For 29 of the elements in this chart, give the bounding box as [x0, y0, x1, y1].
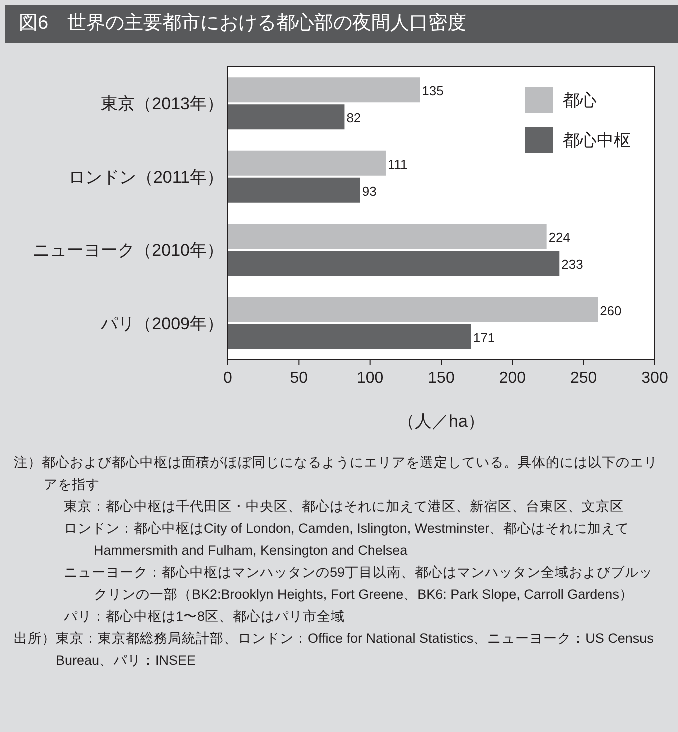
text: 出所）東京：東京都総務局統計部、ロンドン：Office for National Statistics、ニューヨーク：US Census Bureau、パリ：INSEE	[14, 630, 655, 670]
data-label: 171	[473, 330, 496, 346]
text: ニューヨーク：都心中枢はマンハッタンの59丁目以南、都心はマンハッタン全域およびブルックリンの一部（BK2:Brooklyn Heights, Fort Greene、BK6: Park Slope, Carroll Gardens）	[63, 564, 654, 604]
text: 注）都心および都心中枢は面積がほぼ同じになるようにエリアを選定している。具体的には以下のエリアを指す	[14, 454, 659, 494]
data-label: 135	[422, 84, 444, 99]
x-tick-label: 150	[428, 370, 455, 387]
data-label: 111	[388, 156, 408, 172]
data-label: 233	[562, 257, 584, 272]
y-tick-label: 東京（2013年）	[101, 94, 224, 114]
y-tick-label: ニューヨーク（2010年）	[33, 241, 224, 260]
x-tick-label: 300	[642, 370, 668, 387]
x-tick-label: 0	[224, 370, 233, 387]
x-axis-title: （人／ha）	[398, 412, 485, 431]
data-label: 224	[548, 230, 571, 246]
x-tick-label: 200	[499, 370, 526, 387]
legend-label: 都心中枢	[563, 131, 631, 150]
chart-title: 図6 世界の主要都市における都心部の夜間人口密度	[5, 5, 678, 43]
x-tick-label: 100	[356, 370, 384, 387]
x-tick-label: 250	[570, 370, 598, 387]
text: パリ：都心中枢は1〜8区、都心はパリ市全域	[63, 608, 346, 626]
data-label: 93	[362, 184, 377, 199]
data-label: 260	[600, 303, 622, 318]
text: 東京：都心中枢は千代田区・中央区、都心はそれに加えて港区、新宿区、台東区、文京区	[63, 498, 625, 516]
text: ロンドン：都心中枢はCity of London, Camden, Islington, Westminster、都心はそれに加えてHammersmith and Fulham, Kensington and Chelsea	[63, 520, 631, 560]
x-tick-label: 50	[290, 370, 308, 387]
legend-label: 都心	[563, 91, 597, 110]
y-tick-label: ロンドン（2011年）	[68, 168, 224, 187]
y-tick-label: パリ（2009年）	[100, 314, 224, 334]
data-label: 82	[346, 110, 362, 126]
